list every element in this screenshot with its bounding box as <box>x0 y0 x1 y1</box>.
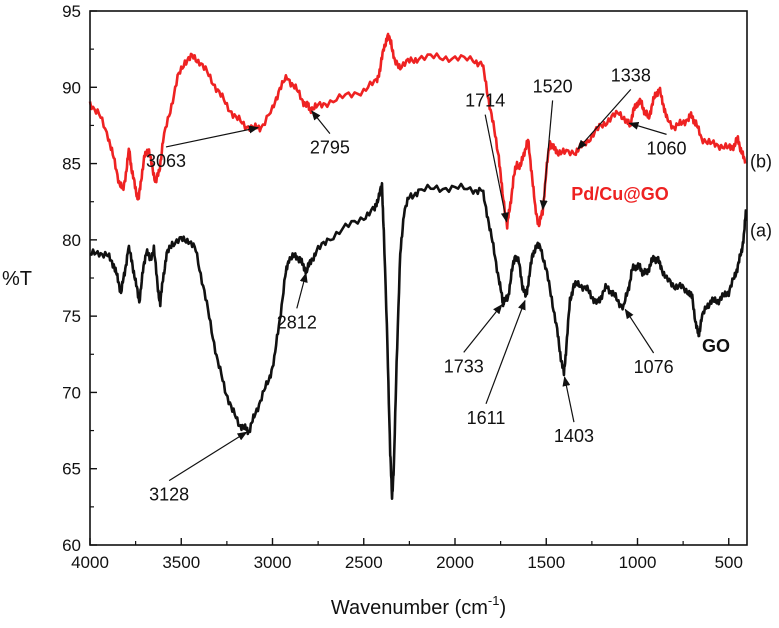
y-tick-label-65: 65 <box>62 460 81 479</box>
x-tick-label-2000: 2000 <box>436 553 474 572</box>
annotation-arrow-2812 <box>296 272 308 309</box>
x-axis-title: Wavenumber (cm-1) <box>331 593 506 619</box>
y-tick-label-85: 85 <box>62 155 81 174</box>
curve-tag-go: (a) <box>750 220 772 240</box>
series-labels-layer: Pd/Cu@GO (b) GO (a) <box>571 152 772 356</box>
annotation-label-2795: 2795 <box>310 138 350 158</box>
annotation-arrow-1403 <box>562 376 575 423</box>
annotation-arrow-2795 <box>311 110 331 135</box>
x-axis-title-superscript: -1 <box>488 593 500 608</box>
annotation-label-1076: 1076 <box>634 357 674 377</box>
annotation-label-1520: 1520 <box>533 76 573 96</box>
series-name-pd-cu-go: Pd/Cu@GO <box>571 184 669 204</box>
annotation-arrow-1714 <box>484 114 509 223</box>
annotation-arrow-1338 <box>577 88 632 150</box>
x-tick-label-1000: 1000 <box>619 553 657 572</box>
curve-tag-pd-cu-go: (b) <box>750 152 772 172</box>
y-tick-label-60: 60 <box>62 536 81 555</box>
x-tick-label-500: 500 <box>715 553 743 572</box>
series-line-go <box>89 181 748 500</box>
plot-frame <box>89 10 748 546</box>
x-axis: 4000 3500 3000 2500 2000 1500 1000 500 <box>71 538 743 572</box>
annotation-label-1733: 1733 <box>444 356 484 376</box>
y-tick-label-95: 95 <box>62 2 81 21</box>
y-axis-title: %T <box>2 268 32 290</box>
x-tick-label-4000: 4000 <box>71 553 109 572</box>
annotation-arrow-1060 <box>628 121 667 135</box>
x-tick-label-1500: 1500 <box>527 553 565 572</box>
annotation-arrow-1520 <box>539 100 554 211</box>
annotation-arrow-3063 <box>165 125 260 148</box>
x-axis-title-end: ) <box>499 597 506 619</box>
curves-layer <box>88 32 748 500</box>
annotation-arrow-1611 <box>485 299 526 405</box>
x-tick-label-2500: 2500 <box>345 553 383 572</box>
annotation-arrow-1076 <box>624 308 655 354</box>
y-tick-label-70: 70 <box>62 383 81 402</box>
x-axis-title-main: Wavenumber (cm <box>331 597 488 619</box>
annotation-label-1611: 1611 <box>467 408 506 428</box>
y-tick-label-90: 90 <box>62 78 81 97</box>
x-tick-label-3500: 3500 <box>162 553 200 572</box>
annotation-label-2812: 2812 <box>277 312 317 332</box>
series-name-go: GO <box>702 336 730 356</box>
annotation-label-1403: 1403 <box>554 426 594 446</box>
y-tick-label-75: 75 <box>62 307 81 326</box>
annotations-layer: 3063 2795 1714 1520 1338 1060 3128 2812 1733 1611… <box>146 65 687 504</box>
annotation-label-1714: 1714 <box>465 91 505 111</box>
annotation-arrow-3128 <box>168 431 248 482</box>
series-line-pd-cu-go <box>88 32 747 230</box>
annotation-arrow-1733 <box>463 303 503 353</box>
x-tick-label-3000: 3000 <box>254 553 292 572</box>
y-tick-label-80: 80 <box>62 231 81 250</box>
annotation-label-1338: 1338 <box>611 65 651 85</box>
annotation-label-3128: 3128 <box>149 485 189 505</box>
annotation-label-1060: 1060 <box>647 138 687 158</box>
annotation-label-3063: 3063 <box>146 151 186 171</box>
y-axis: 60 65 70 75 80 85 90 95 <box>62 2 97 555</box>
